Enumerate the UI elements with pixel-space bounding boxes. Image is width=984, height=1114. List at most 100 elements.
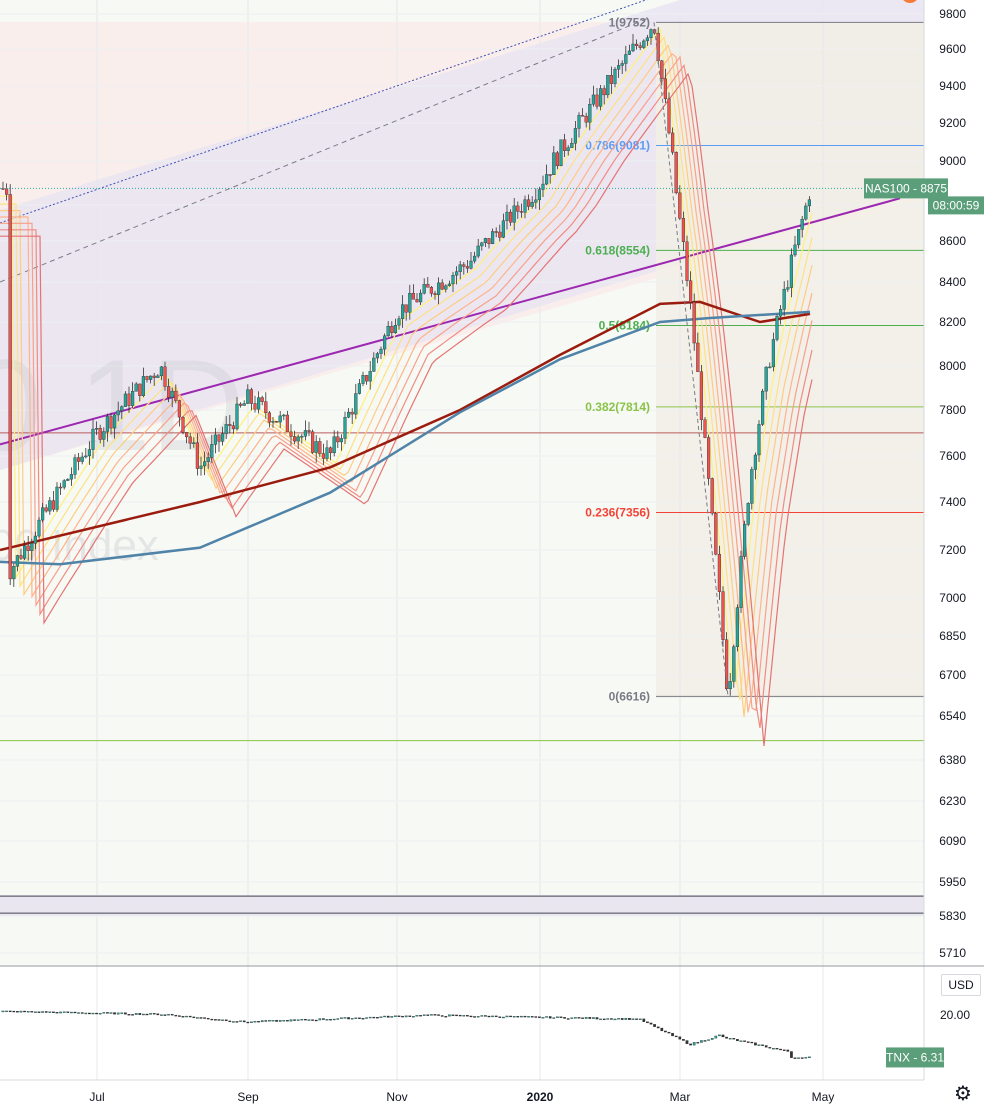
- gear-icon[interactable]: ⚙: [951, 1082, 975, 1106]
- candle-body: [92, 429, 95, 449]
- candle-body: [592, 95, 595, 104]
- sub-candle: [146, 1014, 148, 1015]
- candle-body: [20, 555, 23, 558]
- candle-body: [599, 89, 602, 107]
- sub-candle: [481, 1015, 483, 1016]
- candle-body: [750, 469, 753, 503]
- sub-candle: [167, 1014, 169, 1015]
- price-tick-label: 9800: [939, 7, 966, 21]
- candle-body: [434, 293, 437, 294]
- sub-candle: [761, 1045, 763, 1046]
- price-tick-label: 5830: [939, 909, 966, 923]
- sub-candle: [722, 1035, 724, 1037]
- candle-body: [772, 339, 775, 366]
- sub-candle: [293, 1020, 295, 1021]
- candle-body: [718, 554, 721, 591]
- candle-body: [131, 391, 134, 405]
- sub-candle: [715, 1036, 717, 1038]
- candle-body: [459, 265, 462, 272]
- sub-candle: [506, 1016, 508, 1017]
- sub-candle: [103, 1012, 105, 1013]
- sub-candle: [441, 1015, 443, 1016]
- candle-body: [272, 421, 275, 422]
- sub-candle: [275, 1020, 277, 1021]
- candle-body: [120, 407, 123, 411]
- candle-body: [110, 416, 113, 428]
- sub-candle: [149, 1013, 151, 1014]
- candle-body: [650, 30, 653, 38]
- sub-candle: [243, 1021, 245, 1022]
- sub-candle: [448, 1015, 450, 1016]
- candle-body: [254, 404, 257, 410]
- sub-candle: [596, 1017, 598, 1019]
- candle-body: [696, 343, 699, 372]
- currency-label[interactable]: USD: [941, 974, 981, 996]
- sub-candle: [697, 1042, 699, 1043]
- sub-candle: [416, 1015, 418, 1016]
- sub-candle: [283, 1020, 285, 1021]
- candle-body: [678, 193, 681, 218]
- sub-candle: [779, 1049, 781, 1050]
- candle-body: [117, 411, 120, 415]
- price-tick-label: 6850: [939, 629, 966, 643]
- sub-candle: [196, 1017, 198, 1018]
- sub-candle: [801, 1058, 803, 1059]
- sub-candle: [574, 1017, 576, 1018]
- sub-candle: [794, 1058, 796, 1059]
- sub-candle: [49, 1012, 51, 1013]
- sub-candle: [527, 1016, 529, 1017]
- candle-body: [761, 391, 764, 424]
- countdown-label: 08:00:59: [933, 198, 980, 212]
- candle-body: [200, 466, 203, 469]
- candle-body: [448, 284, 451, 286]
- sub-candle: [185, 1016, 187, 1017]
- sub-candle: [344, 1017, 346, 1018]
- candle-body: [790, 255, 793, 288]
- sub-candle: [326, 1019, 328, 1020]
- sub-candle: [254, 1021, 256, 1022]
- candle-body: [52, 501, 55, 510]
- sub-candle: [754, 1043, 756, 1045]
- sub-candle: [617, 1018, 619, 1019]
- sub-candle: [689, 1044, 691, 1045]
- sub-candle: [322, 1019, 324, 1020]
- candle-body: [293, 436, 296, 441]
- sub-candle: [664, 1031, 666, 1032]
- sub-candle: [563, 1017, 565, 1018]
- candle-body: [686, 242, 689, 281]
- candle-body: [491, 231, 494, 243]
- fib-level-label: 1(9752): [609, 15, 650, 29]
- candle-body: [12, 566, 15, 579]
- sub-candle: [556, 1017, 558, 1018]
- candle-body: [239, 404, 242, 405]
- sub-candle: [549, 1016, 551, 1018]
- candle-body: [621, 63, 624, 65]
- candle-body: [578, 115, 581, 128]
- candle-body: [405, 305, 408, 313]
- sub-candle: [535, 1017, 537, 1018]
- candle-body: [362, 375, 365, 383]
- candle-body: [808, 200, 811, 206]
- sub-candle: [499, 1017, 501, 1018]
- candle-body: [221, 434, 224, 442]
- candle-body: [74, 458, 77, 475]
- sub-candle: [272, 1020, 274, 1021]
- candle-body: [624, 55, 627, 64]
- sub-candle: [455, 1015, 457, 1016]
- candle-body: [412, 293, 415, 299]
- candle-body: [268, 413, 271, 423]
- sub-candle: [56, 1012, 58, 1013]
- sub-candle: [707, 1040, 709, 1041]
- candle-body: [347, 412, 350, 417]
- candle-body: [646, 38, 649, 41]
- candle-body: [124, 394, 127, 407]
- sub-candle: [380, 1017, 382, 1018]
- candle-body: [185, 432, 188, 437]
- sub-candle: [423, 1015, 425, 1016]
- sub-candle: [319, 1019, 321, 1021]
- sub-candle: [412, 1016, 414, 1017]
- sub-candle: [610, 1018, 612, 1019]
- candle-body: [41, 508, 44, 520]
- sub-candle: [704, 1040, 706, 1041]
